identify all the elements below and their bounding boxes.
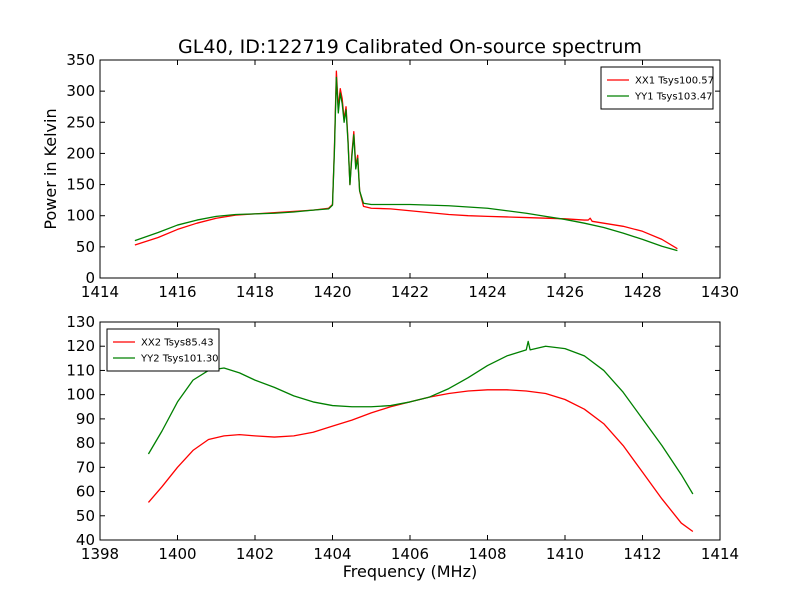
x-tick-label: 1422 <box>391 283 429 301</box>
y-tick-label: 200 <box>66 144 95 162</box>
x-tick-label: 1400 <box>158 545 196 563</box>
x-tick-label: 1430 <box>701 283 739 301</box>
x-tick-label: 1418 <box>236 283 274 301</box>
y-tick-label: 110 <box>66 361 95 379</box>
x-tick-label: 1412 <box>623 545 661 563</box>
y-tick-label: 350 <box>66 51 95 69</box>
legend: XX1 Tsys100.57 YY1 Tsys103.47 <box>600 66 714 110</box>
x-tick-label: 1424 <box>468 283 506 301</box>
x-tick-label: 1404 <box>313 545 351 563</box>
x-tick-label: 1406 <box>391 545 429 563</box>
x-tick-label: 1410 <box>546 545 584 563</box>
x-axis-label: Frequency (MHz) <box>343 562 477 581</box>
y-tick-label: 150 <box>66 176 95 194</box>
x-tick-label: 1414 <box>701 545 739 563</box>
y-tick-label: 60 <box>76 483 95 501</box>
top-panel: 1414 1416 1418 1420 1422 1424 1426 1428 1430 0 50 1… <box>66 51 739 301</box>
y-tick-label: 50 <box>76 238 95 256</box>
x-tick-label: 1408 <box>468 545 506 563</box>
bottom-panel: 1398 1400 1402 1404 1406 1408 1410 1412 1414 40 50… <box>66 313 739 563</box>
x-tick-label: 1414 <box>81 283 119 301</box>
y-tick-label: 300 <box>66 82 95 100</box>
y-tick-label: 0 <box>85 269 95 287</box>
y-tick-label: 250 <box>66 113 95 131</box>
legend-box <box>106 328 220 372</box>
x-tick-label: 1426 <box>546 283 584 301</box>
y-tick-label: 120 <box>66 337 95 355</box>
y-tick-label: 50 <box>76 507 95 525</box>
y-tick-label: 100 <box>66 386 95 404</box>
legend-label: XX2 Tsys85.43 <box>141 338 214 349</box>
y-tick-label: 40 <box>76 531 95 549</box>
figure-title: GL40, ID:122719 Calibrated On-source spe… <box>178 36 642 58</box>
series-line-2 <box>147 340 694 495</box>
y-tick-label: 70 <box>76 458 95 476</box>
y-tick-label: 90 <box>76 410 95 428</box>
y-tick-label: 80 <box>76 434 95 452</box>
x-tick-label: 1402 <box>236 545 274 563</box>
y-axis-label: Power in Kelvin <box>41 108 60 229</box>
series-line-2 <box>134 76 678 252</box>
x-tick-label: 1420 <box>313 283 351 301</box>
y-tick-label: 130 <box>66 313 95 331</box>
legend: XX2 Tsys85.43 YY2 Tsys101.30 <box>106 328 220 372</box>
x-tick-label: 1428 <box>623 283 661 301</box>
x-tick-label: 1416 <box>158 283 196 301</box>
legend-box <box>600 66 714 110</box>
legend-label: YY1 Tsys103.47 <box>634 92 713 103</box>
legend-label: XX1 Tsys100.57 <box>635 76 714 87</box>
legend-label: YY2 Tsys101.30 <box>140 354 219 365</box>
x-tick-label: 1398 <box>81 545 119 563</box>
y-tick-label: 100 <box>66 207 95 225</box>
